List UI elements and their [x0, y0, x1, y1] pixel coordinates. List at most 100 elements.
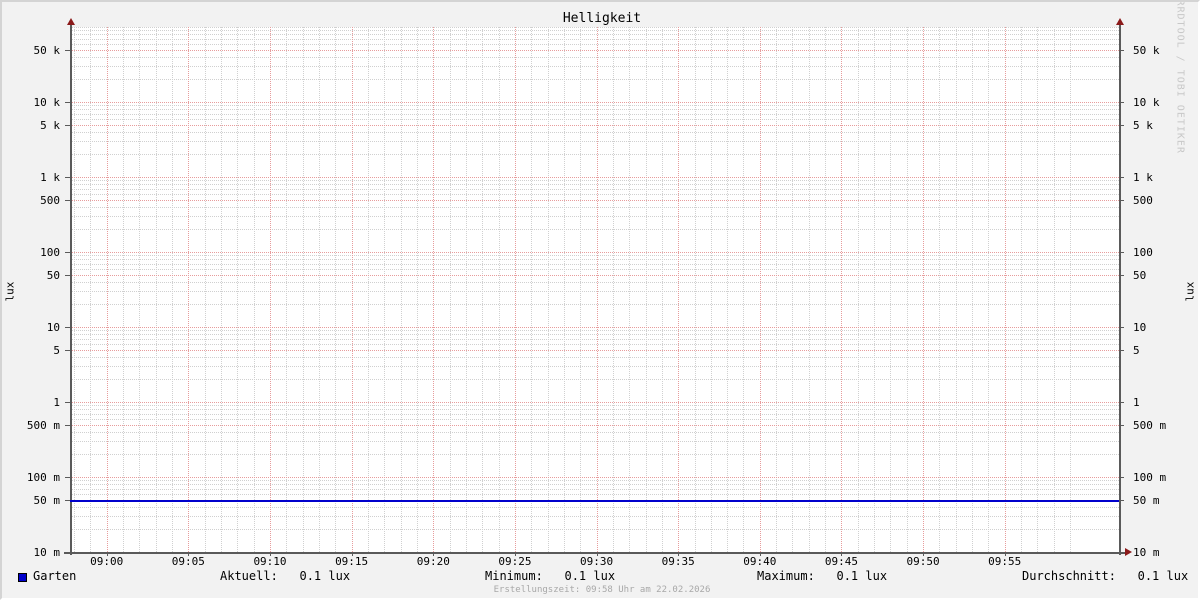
gridline-horizontal-minor: [70, 229, 1119, 231]
gridline-vertical-major: [433, 27, 435, 552]
y-tick-mark-right: [1119, 499, 1124, 501]
gridline-vertical-minor: [253, 27, 255, 552]
x-tick-mark: [1004, 552, 1006, 556]
gridline-vertical-major: [923, 27, 925, 552]
y-tick-mark-right: [1119, 477, 1124, 478]
y-tick-mark-right: [1119, 327, 1124, 328]
stat-minimum: Minimum: 0.1 lux: [485, 569, 615, 583]
gridline-vertical-minor: [661, 27, 663, 552]
y-axis-right-arrow-icon: [1116, 18, 1124, 25]
y-tick-label-right: 100 m: [1133, 471, 1167, 484]
gridline-horizontal-major: [70, 252, 1119, 253]
x-tick-label: 09:05: [171, 555, 205, 568]
gridline-vertical-major: [759, 27, 761, 552]
y-tick-mark-right: [1119, 49, 1124, 51]
y-tick-mark-right: [1119, 199, 1124, 201]
gridline-vertical-minor: [727, 27, 729, 552]
stat-durchschnitt: Durchschnitt: 0.1 lux: [1022, 569, 1188, 583]
gridline-vertical-minor: [335, 27, 337, 552]
gridline-vertical-major: [351, 27, 353, 552]
gridline-horizontal-minor: [70, 180, 1119, 182]
y-tick-label-left: 500: [40, 193, 60, 207]
gridline-horizontal-minor: [70, 118, 1119, 120]
gridline-vertical-minor: [139, 27, 141, 552]
stat-maximum-label: Maximum:: [757, 569, 815, 583]
gridline-vertical-minor: [318, 27, 320, 552]
gridline-horizontal-minor: [70, 216, 1119, 218]
gridline-vertical-minor: [286, 27, 288, 552]
x-tick-mark: [841, 552, 843, 556]
gridline-horizontal-minor: [70, 206, 1119, 208]
gridline-horizontal-minor: [70, 188, 1119, 190]
y-tick-label-right: 5 k: [1133, 118, 1153, 132]
gridline-vertical-minor: [710, 27, 712, 552]
gridline-vertical-minor: [482, 27, 484, 552]
y-tick-mark-right: [1119, 424, 1124, 426]
x-tick-mark: [514, 552, 516, 556]
gridline-horizontal-minor: [70, 484, 1119, 486]
gridline-horizontal-minor: [70, 441, 1119, 443]
y-tick-mark-left: [65, 327, 70, 328]
x-tick-label: 09:50: [906, 555, 940, 568]
gridline-horizontal-minor: [70, 493, 1119, 495]
gridline-horizontal-minor: [70, 113, 1119, 115]
stat-maximum: Maximum: 0.1 lux: [757, 569, 887, 583]
x-tick-label: 09:10: [253, 555, 287, 568]
gridline-vertical-major: [106, 27, 108, 552]
gridline-horizontal-minor: [70, 480, 1119, 482]
y-tick-mark-left: [65, 274, 70, 276]
gridline-vertical-minor: [74, 27, 76, 552]
gridline-vertical-minor: [972, 27, 974, 552]
gridline-vertical-minor: [465, 27, 467, 552]
x-tick-mark: [759, 552, 761, 556]
gridline-horizontal-minor: [70, 255, 1119, 257]
x-axis: [64, 552, 1125, 554]
gridline-horizontal-minor: [70, 334, 1119, 336]
gridline-horizontal-minor: [70, 109, 1119, 111]
y-tick-mark-left: [65, 477, 70, 478]
gridline-vertical-minor: [857, 27, 859, 552]
gridline-vertical-minor: [743, 27, 745, 552]
stat-aktuell-value: 0.1 lux: [299, 569, 351, 583]
gridline-horizontal-major: [70, 102, 1119, 103]
gridline-horizontal-minor: [70, 38, 1119, 40]
stat-aktuell-label: Aktuell:: [220, 569, 278, 583]
gridline-vertical-minor: [694, 27, 696, 552]
gridline-horizontal-minor: [70, 409, 1119, 411]
gridline-horizontal-minor: [70, 379, 1119, 381]
watermark-text: RRDTOOL / TOBI OETIKER: [1174, 0, 1186, 154]
y-tick-mark-left: [65, 102, 70, 103]
gridline-vertical-minor: [400, 27, 402, 552]
gridline-horizontal-minor: [70, 529, 1119, 531]
y-tick-label-left: 500 m: [26, 418, 60, 432]
gridline-horizontal-minor: [70, 506, 1119, 508]
gridline-horizontal-major: [70, 477, 1119, 478]
y-tick-mark-left: [65, 124, 70, 126]
x-tick-label: 09:30: [579, 555, 614, 568]
x-tick-mark: [596, 552, 598, 556]
gridline-vertical-minor: [580, 27, 582, 552]
y-tick-label-right: 100: [1133, 246, 1153, 259]
gridline-vertical-major: [841, 27, 843, 552]
gridline-vertical-minor: [547, 27, 549, 552]
gridline-vertical-major: [270, 27, 271, 552]
stat-minimum-label: Minimum:: [485, 569, 543, 583]
stat-durchschnitt-label: Durchschnitt:: [1022, 569, 1116, 583]
gridline-vertical-minor: [563, 27, 565, 552]
y-tick-label-left: 10 m: [33, 546, 61, 559]
y-axis-label-right: lux: [1183, 281, 1197, 302]
gridline-horizontal-minor: [70, 413, 1119, 415]
gridline-horizontal-minor: [70, 27, 1119, 28]
gridline-horizontal-minor: [70, 356, 1119, 358]
gridline-vertical-minor: [890, 27, 892, 552]
x-tick-label: 09:15: [335, 555, 369, 568]
gridline-horizontal-major: [70, 274, 1119, 276]
gridline-vertical-minor: [645, 27, 647, 552]
y-tick-mark-left: [65, 552, 70, 553]
gridline-vertical-minor: [808, 27, 810, 552]
gridline-vertical-minor: [776, 27, 778, 552]
stat-durchschnitt-value: 0.1 lux: [1137, 569, 1189, 583]
y-tick-mark-left: [65, 499, 70, 501]
y-tick-mark-right: [1119, 274, 1124, 276]
y-tick-label-left: 1 k: [40, 171, 60, 184]
